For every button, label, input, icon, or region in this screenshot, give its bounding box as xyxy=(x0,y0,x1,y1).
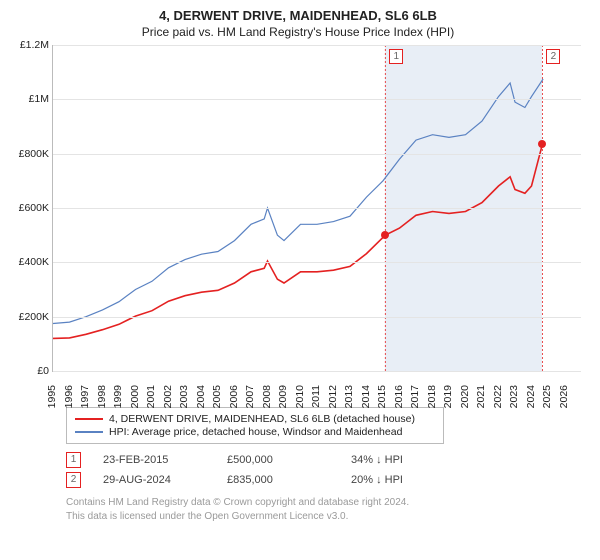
y-axis-label: £400K xyxy=(9,256,49,268)
legend-item: HPI: Average price, detached house, Wind… xyxy=(75,426,435,438)
x-axis-label: 2012 xyxy=(327,385,339,408)
legend-label: 4, DERWENT DRIVE, MAIDENHEAD, SL6 6LB (d… xyxy=(109,413,415,425)
sale-price: £500,000 xyxy=(227,454,351,466)
x-axis-label: 2017 xyxy=(409,385,421,408)
gridline xyxy=(53,208,581,209)
chart-area: £0£200K£400K£600K£800K£1M£1.2M12 1995199… xyxy=(52,45,582,397)
x-axis-label: 2023 xyxy=(508,385,520,408)
y-axis-label: £600K xyxy=(9,202,49,214)
x-axis-label: 2003 xyxy=(178,385,190,408)
chart-title: 4, DERWENT DRIVE, MAIDENHEAD, SL6 6LB xyxy=(14,8,582,23)
legend: 4, DERWENT DRIVE, MAIDENHEAD, SL6 6LB (d… xyxy=(66,407,444,444)
x-axis-label: 2011 xyxy=(310,385,322,408)
footer-line-2: This data is licensed under the Open Gov… xyxy=(66,510,582,524)
sale-delta: 34% ↓ HPI xyxy=(351,454,403,466)
plot-area: £0£200K£400K£600K£800K£1M£1.2M12 xyxy=(52,45,581,372)
y-axis-label: £0 xyxy=(9,365,49,377)
gridline xyxy=(53,371,581,372)
x-axis-label: 2007 xyxy=(244,385,256,408)
x-axis-label: 2001 xyxy=(145,385,157,408)
legend-swatch xyxy=(75,431,103,433)
sale-price: £835,000 xyxy=(227,474,351,486)
sale-row: 2 29-AUG-2024£835,00020% ↓ HPI xyxy=(66,472,582,488)
sale-row: 1 23-FEB-2015£500,00034% ↓ HPI xyxy=(66,452,582,468)
y-axis-label: £800K xyxy=(9,148,49,160)
x-axis-label: 2006 xyxy=(228,385,240,408)
x-axis-label: 2021 xyxy=(475,385,487,408)
gridline xyxy=(53,45,581,46)
sale-marker-dot xyxy=(381,231,389,239)
x-axis-label: 2009 xyxy=(277,385,289,408)
chart-container: 4, DERWENT DRIVE, MAIDENHEAD, SL6 6LB Pr… xyxy=(0,0,600,560)
x-axis-label: 2024 xyxy=(525,385,537,408)
x-axis-label: 2019 xyxy=(442,385,454,408)
legend-item: 4, DERWENT DRIVE, MAIDENHEAD, SL6 6LB (d… xyxy=(75,413,435,425)
x-axis-label: 2015 xyxy=(376,385,388,408)
x-axis-label: 2004 xyxy=(195,385,207,408)
x-axis-label: 1997 xyxy=(79,385,91,408)
x-axis-label: 2025 xyxy=(541,385,553,408)
x-axis-label: 2010 xyxy=(294,385,306,408)
gridline xyxy=(53,262,581,263)
sale-delta: 20% ↓ HPI xyxy=(351,474,403,486)
sale-number-box: 2 xyxy=(66,472,81,488)
x-axis-label: 1998 xyxy=(96,385,108,408)
chart-subtitle: Price paid vs. HM Land Registry's House … xyxy=(14,25,582,39)
sale-date: 23-FEB-2015 xyxy=(103,454,227,466)
x-axis-label: 1995 xyxy=(46,385,58,408)
gridline xyxy=(53,99,581,100)
sale-marker-box: 1 xyxy=(389,49,403,64)
x-axis-label: 2026 xyxy=(558,385,570,408)
y-axis-label: £1.2M xyxy=(9,39,49,51)
y-axis-label: £1M xyxy=(9,93,49,105)
x-axis-label: 2008 xyxy=(261,385,273,408)
y-axis-label: £200K xyxy=(9,311,49,323)
sale-number-box: 1 xyxy=(66,452,81,468)
x-axis-label: 2018 xyxy=(426,385,438,408)
footer-line-1: Contains HM Land Registry data © Crown c… xyxy=(66,496,582,510)
x-axis-label: 1999 xyxy=(112,385,124,408)
x-axis-label: 2022 xyxy=(492,385,504,408)
x-axis-label: 2002 xyxy=(162,385,174,408)
x-axis-label: 2020 xyxy=(459,385,471,408)
gridline xyxy=(53,154,581,155)
gridline xyxy=(53,317,581,318)
x-axis-label: 2014 xyxy=(360,385,372,408)
sales-table: 1 23-FEB-2015£500,00034% ↓ HPI 2 29-AUG-202… xyxy=(66,452,582,488)
sale-marker-box: 2 xyxy=(546,49,560,64)
x-axis-label: 2005 xyxy=(211,385,223,408)
legend-label: HPI: Average price, detached house, Wind… xyxy=(109,426,402,438)
x-axis-label: 1996 xyxy=(63,385,75,408)
x-axis-label: 2013 xyxy=(343,385,355,408)
sale-marker-dot xyxy=(538,140,546,148)
legend-swatch xyxy=(75,418,103,420)
x-axis-label: 2016 xyxy=(393,385,405,408)
x-axis-label: 2000 xyxy=(129,385,141,408)
footer-attribution: Contains HM Land Registry data © Crown c… xyxy=(66,496,582,523)
sale-date: 29-AUG-2024 xyxy=(103,474,227,486)
